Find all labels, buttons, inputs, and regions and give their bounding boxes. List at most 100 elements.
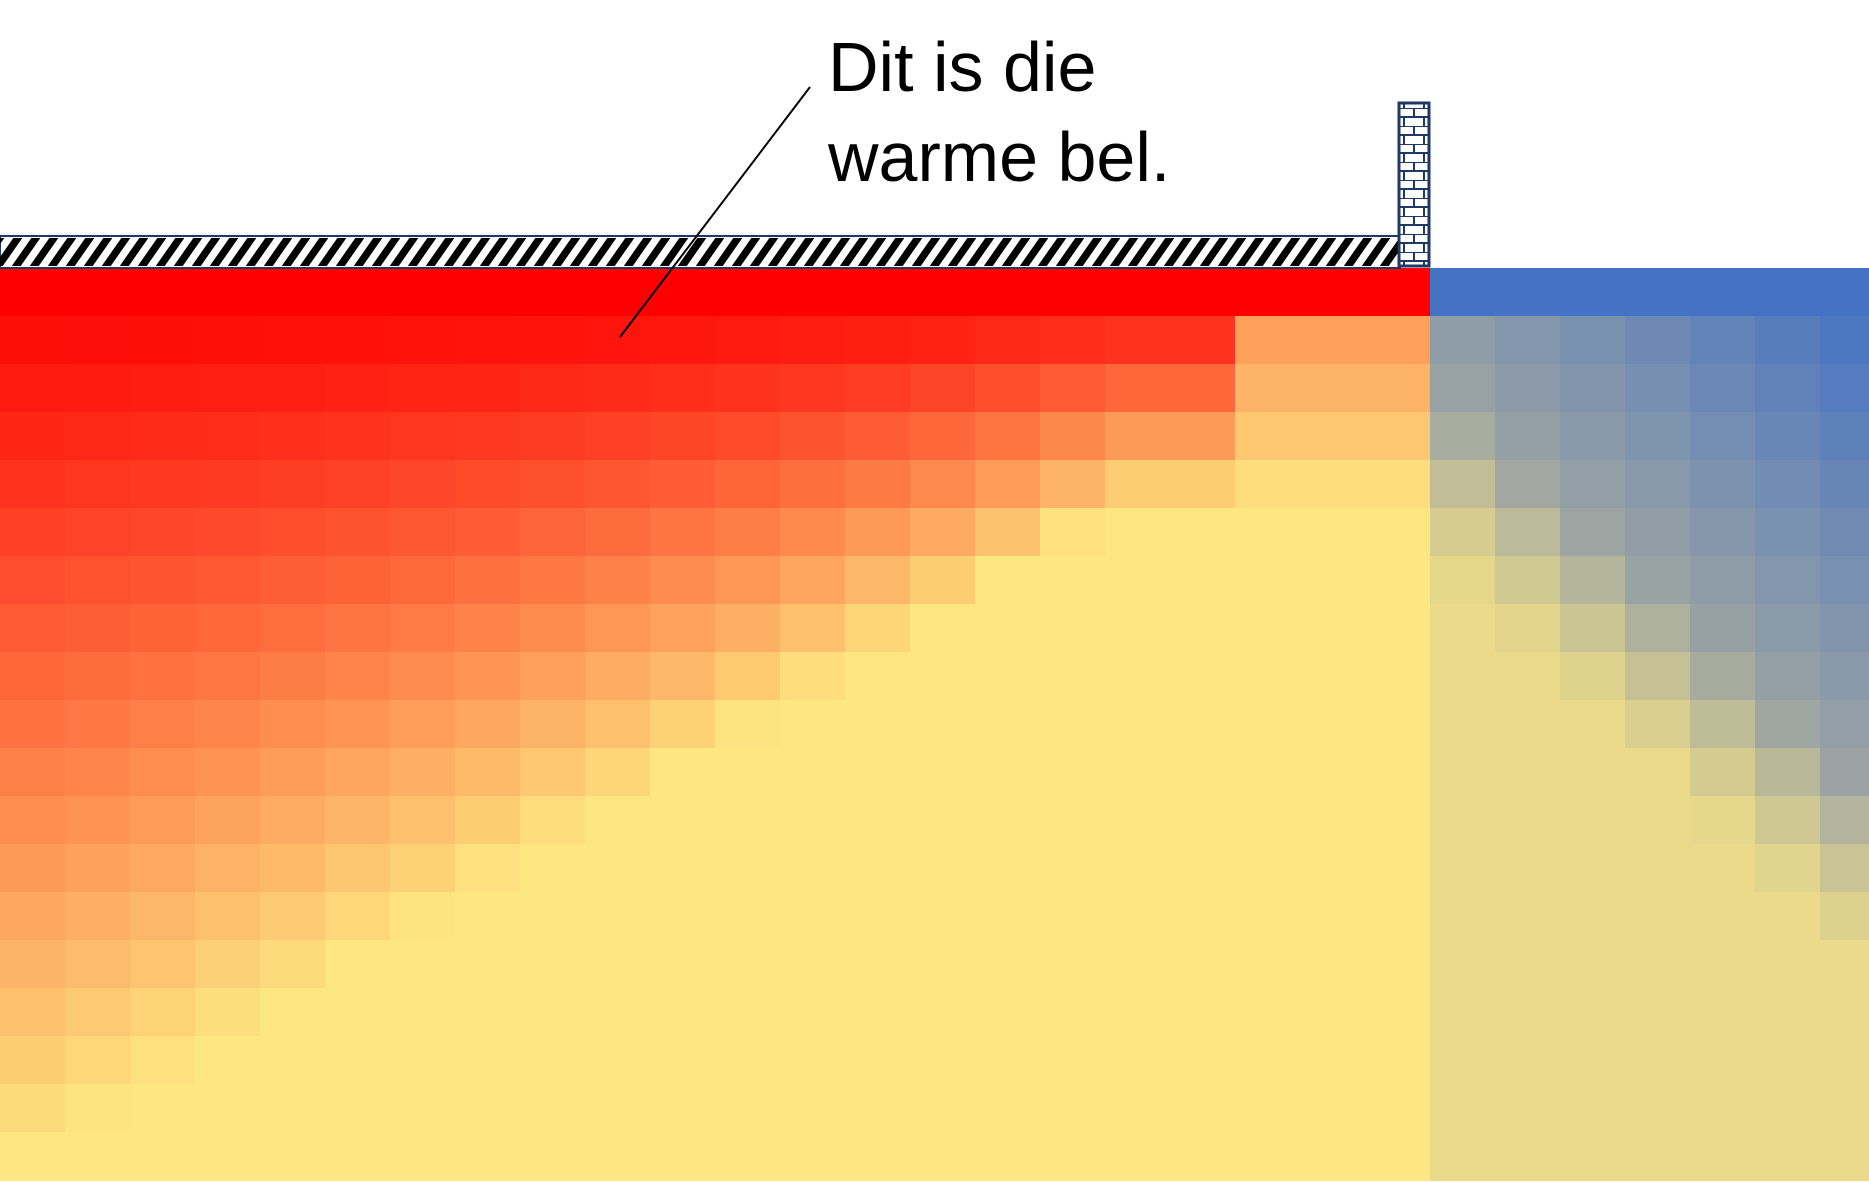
temperature-cell <box>130 748 196 797</box>
temperature-cell <box>195 1132 261 1181</box>
temperature-cell <box>520 364 586 413</box>
temperature-cell <box>715 1084 781 1133</box>
temperature-cell <box>325 748 391 797</box>
temperature-cell <box>455 700 521 749</box>
temperature-cell <box>1300 412 1366 461</box>
temperature-cell <box>1690 268 1756 317</box>
temperature-cell <box>455 316 521 365</box>
temperature-cell <box>650 652 716 701</box>
temperature-cell <box>325 988 391 1037</box>
temperature-cell <box>585 508 651 557</box>
temperature-cell <box>1690 796 1756 845</box>
temperature-cell <box>1755 412 1821 461</box>
temperature-cell <box>1235 844 1301 893</box>
temperature-cell <box>780 1084 846 1133</box>
temperature-cell <box>1755 1084 1821 1133</box>
temperature-cell <box>1235 796 1301 845</box>
temperature-cell <box>1365 940 1431 989</box>
temperature-cell <box>1820 988 1869 1037</box>
temperature-cell <box>455 652 521 701</box>
temperature-cell <box>195 460 261 509</box>
temperature-cell <box>455 508 521 557</box>
temperature-cell <box>390 412 456 461</box>
temperature-cell <box>1430 316 1496 365</box>
temperature-cell <box>325 1084 391 1133</box>
temperature-cell <box>1755 796 1821 845</box>
temperature-cell <box>1040 892 1106 941</box>
temperature-cell <box>1755 940 1821 989</box>
temperature-cell <box>1365 508 1431 557</box>
temperature-cell <box>1625 844 1691 893</box>
temperature-cell <box>130 1084 196 1133</box>
temperature-cell <box>1300 316 1366 365</box>
temperature-cell <box>1365 460 1431 509</box>
temperature-cell <box>780 604 846 653</box>
temperature-cell <box>910 1132 976 1181</box>
temperature-cell <box>260 1084 326 1133</box>
temperature-cell <box>585 796 651 845</box>
temperature-cell <box>1495 268 1561 317</box>
temperature-cell <box>910 844 976 893</box>
temperature-cell <box>130 988 196 1037</box>
temperature-cell <box>0 1036 66 1085</box>
temperature-cell <box>1495 460 1561 509</box>
temperature-cell <box>780 412 846 461</box>
temperature-cell <box>845 1132 911 1181</box>
temperature-cell <box>1690 652 1756 701</box>
temperature-cell <box>1755 268 1821 317</box>
temperature-cell <box>65 268 131 317</box>
temperature-cell <box>520 844 586 893</box>
temperature-cell <box>520 940 586 989</box>
temperature-cell <box>1300 1084 1366 1133</box>
temperature-cell <box>1560 268 1626 317</box>
temperature-cell <box>65 940 131 989</box>
temperature-cell <box>1495 1036 1561 1085</box>
temperature-cell <box>1105 1132 1171 1181</box>
temperature-grid <box>0 268 1869 1181</box>
temperature-cell <box>1170 700 1236 749</box>
temperature-cell <box>845 316 911 365</box>
temperature-cell <box>65 508 131 557</box>
temperature-cell <box>390 796 456 845</box>
annotation-line-2: warme bel. <box>828 118 1171 196</box>
temperature-cell <box>260 748 326 797</box>
temperature-cell <box>1365 604 1431 653</box>
temperature-cell <box>260 556 326 605</box>
temperature-cell <box>910 412 976 461</box>
temperature-cell <box>650 604 716 653</box>
temperature-cell <box>1495 652 1561 701</box>
temperature-cell <box>65 460 131 509</box>
temperature-cell <box>325 316 391 365</box>
temperature-cell <box>585 700 651 749</box>
temperature-cell <box>390 604 456 653</box>
temperature-cell <box>1365 316 1431 365</box>
temperature-cell <box>585 988 651 1037</box>
temperature-cell <box>520 460 586 509</box>
temperature-cell <box>390 652 456 701</box>
temperature-cell <box>1170 1084 1236 1133</box>
temperature-cell <box>65 844 131 893</box>
temperature-cell <box>1235 460 1301 509</box>
temperature-cell <box>1495 364 1561 413</box>
temperature-cell <box>715 1132 781 1181</box>
temperature-cell <box>1365 844 1431 893</box>
temperature-cell <box>520 1084 586 1133</box>
temperature-cell <box>1755 892 1821 941</box>
temperature-cell <box>1430 988 1496 1037</box>
temperature-cell <box>910 604 976 653</box>
temperature-cell <box>1365 892 1431 941</box>
temperature-cell <box>650 460 716 509</box>
temperature-cell <box>1235 1036 1301 1085</box>
temperature-cell <box>1170 316 1236 365</box>
temperature-cell <box>1170 604 1236 653</box>
temperature-cell <box>130 1132 196 1181</box>
temperature-cell <box>195 604 261 653</box>
temperature-cell <box>455 988 521 1037</box>
annotation-leader-line <box>619 86 811 338</box>
temperature-cell <box>1300 364 1366 413</box>
temperature-cell <box>455 892 521 941</box>
temperature-cell <box>1560 940 1626 989</box>
temperature-cell <box>455 796 521 845</box>
temperature-cell <box>975 508 1041 557</box>
temperature-cell <box>390 268 456 317</box>
